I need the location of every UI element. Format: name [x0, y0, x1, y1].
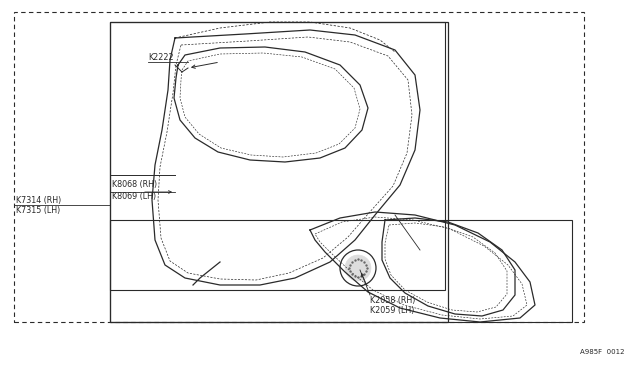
- Text: K2058 (RH): K2058 (RH): [370, 295, 415, 305]
- Text: K8069 (LH): K8069 (LH): [112, 192, 156, 201]
- Text: K8068 (RH): K8068 (RH): [112, 180, 157, 189]
- Circle shape: [345, 255, 371, 281]
- Text: K7315 (LH): K7315 (LH): [16, 206, 60, 215]
- Bar: [110, 22, 445, 290]
- Text: K2059 (LH): K2059 (LH): [370, 307, 414, 315]
- Bar: [110, 22, 448, 322]
- Bar: [110, 220, 572, 322]
- Text: K7314 (RH): K7314 (RH): [16, 196, 61, 205]
- Text: A985F  0012: A985F 0012: [580, 349, 625, 355]
- Bar: [14, 12, 584, 322]
- Text: K2222: K2222: [148, 54, 173, 62]
